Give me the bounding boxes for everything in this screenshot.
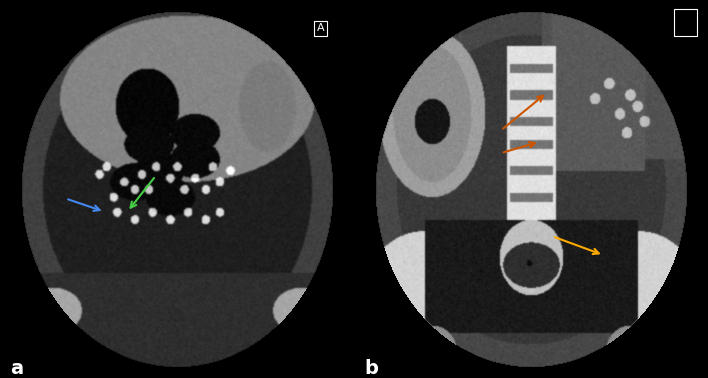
Text: b: b: [365, 359, 379, 378]
Text: A: A: [316, 23, 324, 33]
Text: a: a: [11, 359, 24, 378]
